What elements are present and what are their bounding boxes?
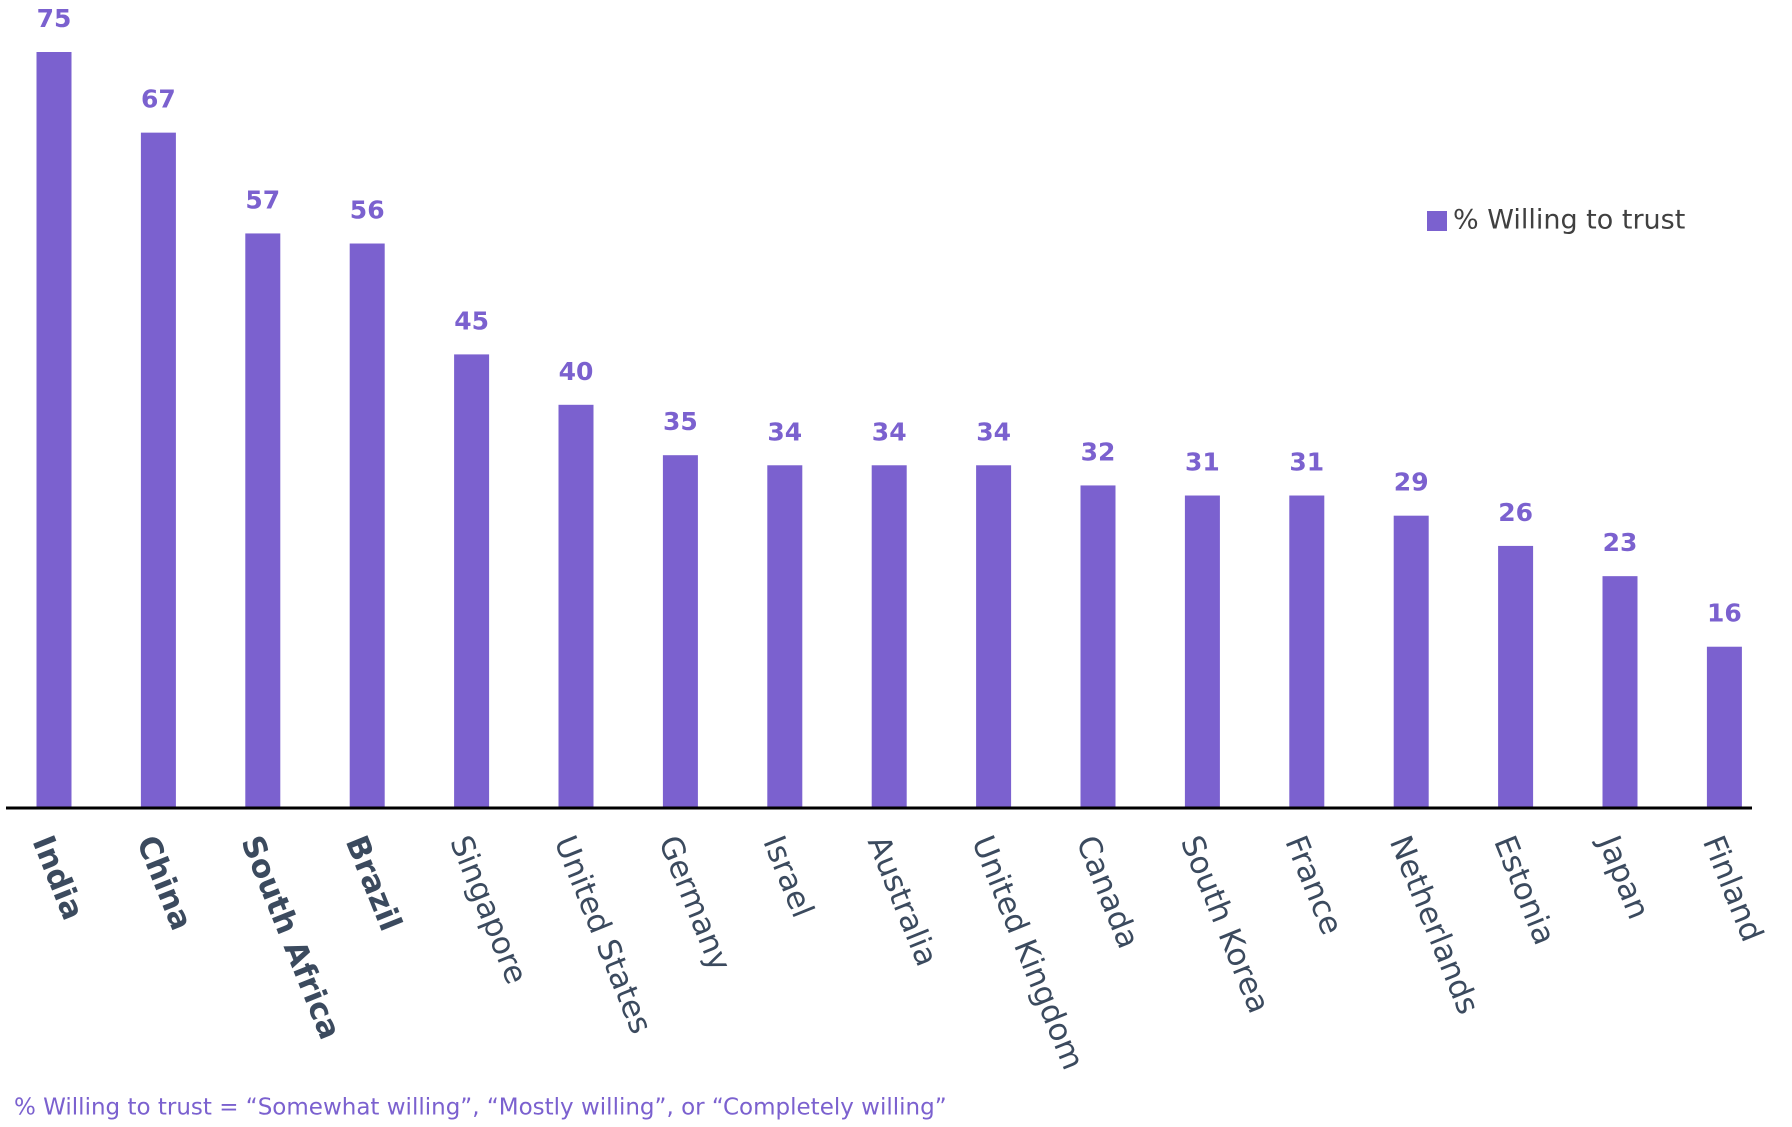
bar <box>1602 576 1638 808</box>
bar <box>767 465 803 808</box>
data-label: 29 <box>1394 468 1429 497</box>
x-tick-label: Finland <box>1695 831 1770 947</box>
x-tick-label: South Africa <box>234 831 348 1045</box>
bar <box>454 354 490 808</box>
x-tick-label: Singapore <box>442 831 534 990</box>
data-label: 31 <box>1185 448 1220 477</box>
data-label: 75 <box>37 4 72 33</box>
x-tick-label: Australia <box>860 831 945 972</box>
x-tick-label: Japan <box>1590 829 1657 925</box>
x-tick-label: Brazil <box>338 831 409 936</box>
x-tick-label: South Korea <box>1173 831 1277 1019</box>
footnote: % Willing to trust = “Somewhat willing”,… <box>14 1095 947 1121</box>
x-tick-label: Netherlands <box>1382 831 1486 1020</box>
x-tick-label: China <box>129 831 199 936</box>
legend-swatch <box>1427 211 1447 231</box>
bar <box>1080 485 1116 808</box>
data-label: 45 <box>454 306 489 335</box>
data-label: 34 <box>872 417 907 446</box>
bar <box>1289 495 1325 808</box>
data-label: 67 <box>141 85 176 114</box>
bar <box>662 455 698 808</box>
data-label: 34 <box>767 417 802 446</box>
bar <box>871 465 907 808</box>
bar <box>36 52 72 808</box>
data-label: 16 <box>1707 599 1742 628</box>
legend-label: % Willing to trust <box>1453 205 1685 236</box>
data-label: 35 <box>663 407 698 436</box>
x-tick-label: Estonia <box>1486 831 1562 950</box>
data-label: 23 <box>1603 528 1638 557</box>
data-label: 32 <box>1081 437 1116 466</box>
bar <box>1498 545 1534 808</box>
bar <box>140 132 176 808</box>
x-tick-label: Germany <box>651 831 738 977</box>
bar <box>976 465 1012 808</box>
data-label: 57 <box>245 185 280 214</box>
bar <box>558 404 594 808</box>
bar <box>1393 515 1429 808</box>
x-tick-label: Canada <box>1069 831 1147 954</box>
data-label: 31 <box>1289 448 1324 477</box>
x-tick-label: France <box>1278 831 1350 940</box>
x-tick-label: United States <box>547 831 659 1039</box>
bar <box>245 233 281 808</box>
data-label: 34 <box>976 417 1011 446</box>
bar <box>1706 646 1742 808</box>
bar <box>349 243 385 808</box>
data-label: 56 <box>350 196 385 225</box>
data-label: 26 <box>1498 498 1533 527</box>
x-tick-label: Israel <box>756 831 821 923</box>
data-label: 40 <box>559 357 594 386</box>
x-tick-label: India <box>25 831 91 925</box>
bar <box>1184 495 1220 808</box>
x-tick-label: United Kingdom <box>964 831 1091 1075</box>
